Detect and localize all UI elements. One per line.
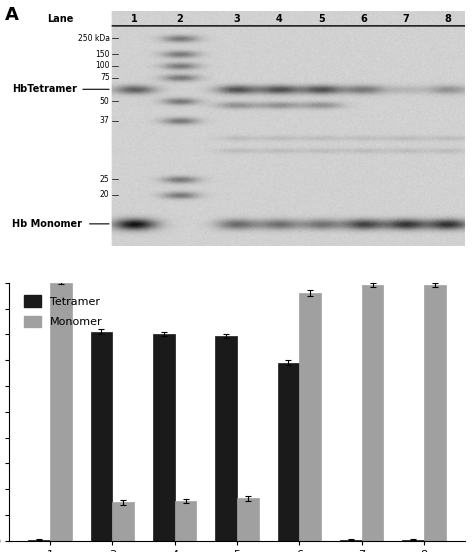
Text: 25: 25 bbox=[100, 175, 109, 184]
Bar bbox=[362, 285, 383, 541]
Text: 100: 100 bbox=[95, 61, 109, 70]
Text: 75: 75 bbox=[100, 73, 109, 82]
Text: A: A bbox=[5, 6, 19, 24]
Bar bbox=[50, 283, 72, 541]
Text: 37: 37 bbox=[100, 116, 109, 125]
Bar bbox=[340, 540, 362, 541]
Text: HbTetramer: HbTetramer bbox=[12, 84, 77, 94]
Bar bbox=[402, 540, 424, 541]
Text: 3: 3 bbox=[234, 14, 240, 24]
Text: 8: 8 bbox=[444, 14, 451, 24]
Bar bbox=[28, 540, 50, 541]
Text: 4: 4 bbox=[276, 14, 283, 24]
Legend: Tetramer, Monomer: Tetramer, Monomer bbox=[19, 291, 107, 332]
Bar bbox=[174, 501, 197, 541]
Text: 1: 1 bbox=[131, 14, 138, 24]
Bar bbox=[277, 363, 300, 541]
Text: 50: 50 bbox=[100, 97, 109, 105]
Text: 6: 6 bbox=[360, 14, 367, 24]
Text: 250 kDa: 250 kDa bbox=[78, 34, 109, 43]
Text: 150: 150 bbox=[95, 50, 109, 59]
Text: 2: 2 bbox=[177, 14, 183, 24]
Bar bbox=[153, 335, 174, 541]
Bar bbox=[424, 285, 446, 541]
Text: 7: 7 bbox=[402, 14, 409, 24]
Text: 20: 20 bbox=[100, 190, 109, 199]
Text: Hb Monomer: Hb Monomer bbox=[12, 219, 82, 229]
Text: 5: 5 bbox=[318, 14, 325, 24]
Bar bbox=[237, 498, 259, 541]
Bar bbox=[215, 336, 237, 541]
Bar bbox=[112, 502, 134, 541]
Text: Lane: Lane bbox=[47, 14, 74, 24]
Bar bbox=[300, 293, 321, 541]
Bar bbox=[91, 332, 112, 541]
